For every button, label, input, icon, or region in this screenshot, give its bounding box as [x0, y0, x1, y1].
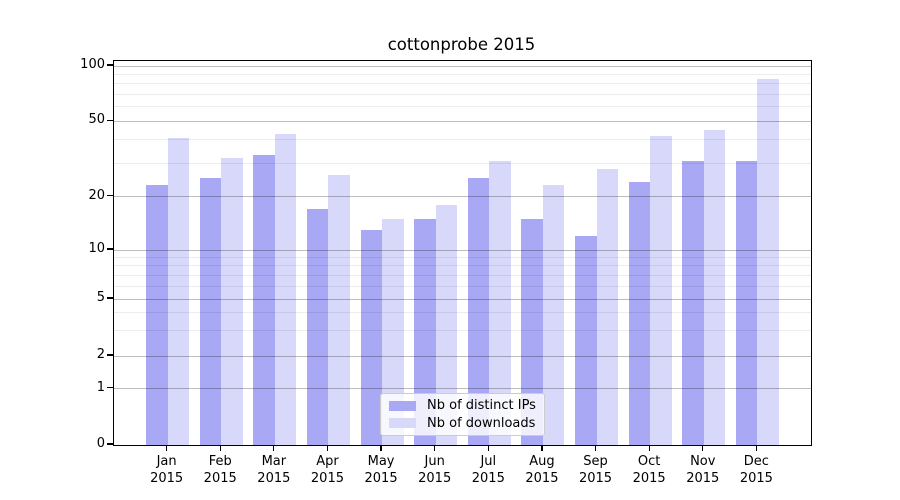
bar-ips-jun [414, 218, 436, 445]
bar-ips-sep [575, 235, 597, 445]
x-tick-mark [326, 445, 329, 451]
y-tick-mark [106, 386, 113, 389]
x-tick-label-aug: Aug 2015 [525, 454, 559, 486]
bar-downloads-aug [542, 185, 565, 445]
legend-swatch-distinct-ips [389, 400, 416, 411]
bar-downloads-dec [757, 78, 779, 445]
y-tick-label-5: 5 [96, 290, 105, 305]
y-tick-label-20: 20 [88, 187, 105, 203]
y-tick-mark [106, 297, 113, 299]
y-tick-mark [106, 248, 113, 250]
bar-ips-aug [521, 218, 543, 445]
bar-ips-mar [253, 155, 275, 445]
plot-area [113, 60, 812, 446]
bars-layer [114, 61, 811, 445]
gridline-minor-9 [114, 256, 811, 258]
legend-label-distinct-ips: Nb of distinct IPs [427, 398, 536, 414]
y-tick-mark [106, 354, 113, 356]
gridline-minor-6 [114, 285, 811, 287]
legend-swatch-downloads [389, 418, 416, 429]
x-tick-label-jun: Jun 2015 [418, 454, 452, 486]
gridline-major-20 [114, 196, 811, 198]
legend-label-downloads: Nb of downloads [427, 415, 536, 431]
y-tick-label-1: 1 [96, 379, 105, 395]
bar-ips-feb [199, 178, 222, 445]
gridline-minor-70 [114, 94, 811, 96]
x-tick-label-nov: Nov 2015 [686, 454, 720, 486]
gridline-major-50 [114, 120, 811, 122]
x-tick-label-oct: Oct 2015 [632, 454, 666, 486]
x-tick-label-jan: Jan 2015 [150, 454, 184, 486]
x-tick-mark [702, 445, 704, 451]
gridline-major-5 [114, 298, 811, 300]
x-tick-label-apr: Apr 2015 [310, 454, 344, 486]
gridline-major-100 [114, 65, 811, 67]
gridline-minor-80 [114, 83, 811, 85]
x-tick-mark [273, 445, 275, 451]
x-tick-label-feb: Feb 2015 [203, 454, 237, 486]
grid-layer [114, 61, 811, 445]
gridline-minor-40 [114, 139, 811, 141]
bar-downloads-jul [489, 160, 511, 445]
y-tick-label-2: 2 [96, 346, 105, 362]
x-tick-mark [165, 445, 168, 451]
bar-downloads-jan [167, 137, 190, 445]
bar-downloads-jun [435, 204, 458, 445]
y-tick-mark [106, 443, 113, 445]
bar-ips-dec [735, 160, 758, 445]
x-tick-mark [434, 445, 436, 451]
x-tick-mark [648, 445, 650, 451]
x-tick-mark [219, 445, 221, 451]
gridline-minor-30 [114, 162, 811, 164]
bar-ips-may [360, 229, 383, 445]
gridline-major-2 [114, 355, 811, 357]
bar-ips-apr [306, 209, 329, 445]
y-tick-mark [106, 119, 113, 122]
y-tick-mark [106, 194, 113, 197]
bar-downloads-may [382, 218, 404, 445]
x-tick-label-sep: Sep 2015 [578, 454, 613, 486]
legend-row-distinct-ips: Nb of distinct IPs [389, 398, 536, 413]
bar-ips-jan [146, 185, 168, 445]
x-tick-label-mar: Mar 2015 [257, 454, 291, 486]
gridline-minor-7 [114, 274, 811, 276]
gridline-major-10 [114, 249, 811, 251]
bar-downloads-sep [596, 168, 619, 445]
bar-ips-jul [467, 178, 490, 445]
bar-downloads-apr [328, 175, 350, 445]
x-tick-label-jul: Jul 2015 [471, 454, 505, 486]
y-tick-label-0: 0 [96, 436, 105, 451]
x-tick-label-may: May 2015 [364, 454, 398, 486]
gridline-minor-8 [114, 265, 811, 267]
gridline-minor-4 [114, 312, 811, 314]
legend: Nb of distinct IPs Nb of downloads [380, 393, 545, 436]
bar-downloads-oct [650, 135, 672, 445]
bar-downloads-feb [221, 158, 243, 445]
x-tick-mark [755, 445, 758, 451]
x-tick-label-dec: Dec 2015 [739, 454, 773, 486]
x-tick-mark [541, 445, 543, 451]
x-tick-mark [380, 445, 382, 451]
gridline-minor-3 [114, 330, 811, 332]
y-tick-mark [106, 64, 113, 66]
y-tick-label-50: 50 [88, 112, 105, 128]
bar-downloads-nov [703, 130, 726, 445]
chart-title: cottonprobe 2015 [387, 35, 536, 54]
y-tick-label-10: 10 [88, 241, 105, 256]
bar-ips-nov [682, 160, 704, 445]
bar-downloads-mar [274, 133, 297, 445]
legend-row-downloads: Nb of downloads [389, 416, 536, 431]
gridline-minor-60 [114, 106, 811, 108]
bar-ips-oct [628, 181, 651, 445]
gridline-minor-90 [114, 73, 811, 75]
y-tick-label-100: 100 [80, 56, 105, 72]
gridline-major-1 [114, 388, 811, 390]
x-tick-mark [487, 445, 489, 451]
x-tick-mark [594, 445, 597, 451]
